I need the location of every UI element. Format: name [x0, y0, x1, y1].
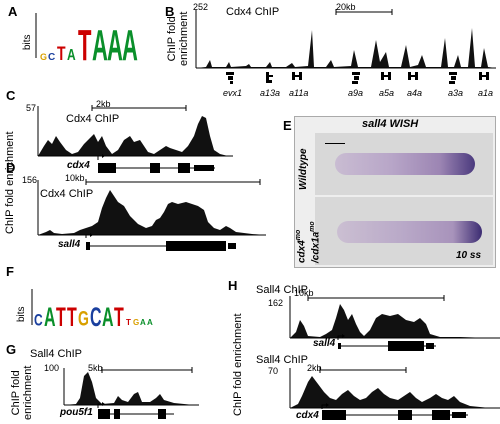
panel-c-gene-model: [97, 154, 215, 173]
svg-text:A: A: [44, 301, 56, 331]
panel-h-scale1-label: 10kb: [294, 288, 314, 298]
svg-text:T: T: [57, 43, 66, 65]
panel-b-ylabel-line2: enrichment: [178, 11, 190, 66]
panel-c-scale-label: 2kb: [96, 99, 111, 109]
svg-text:C: C: [34, 312, 43, 330]
svg-text:G: G: [78, 307, 89, 331]
panel-e-row1-label: Wildtype: [298, 148, 309, 190]
svg-text:G: G: [40, 52, 47, 62]
gene-label-a11a: a11a: [289, 88, 309, 98]
panel-h-ylabel: ChIP fold enrichment: [232, 313, 244, 416]
panel-e-stage: 10 ss: [456, 250, 482, 261]
panel-g-chip-label: Sall4 ChIP: [30, 348, 82, 360]
panel-c-chip-label: Cdx4 ChIP: [66, 113, 120, 125]
svg-text:T: T: [56, 301, 66, 331]
panel-h-label: H: [228, 278, 238, 293]
panel-d-chip-label: Cdx4 ChIP: [40, 188, 94, 200]
panel-e-row2-label: cdx4mo /cdx1amo: [293, 221, 322, 263]
row2-sup2: mo: [309, 221, 317, 232]
motif-logo-a: G C T A T A A A: [35, 13, 138, 70]
row2-sup1: mo: [295, 229, 302, 241]
panel-f-ylabel: bits: [16, 306, 27, 322]
panel-f-label: F: [6, 264, 14, 279]
panel-b-scale-label: 20kb: [336, 2, 356, 12]
panel-g-label: G: [6, 342, 17, 357]
panel-h-gene1-model: [337, 334, 436, 351]
panel-g-signal: [64, 372, 194, 405]
panel-e-title: sall4 WISH: [362, 118, 419, 130]
panel-h-ymax2: 70: [268, 366, 279, 376]
panel-g-ymax: 100: [44, 363, 60, 373]
gene-label-a5a: a5a: [379, 88, 395, 98]
panel-g-ylabel-line2: enrichment: [22, 365, 34, 420]
panel-c-gene-label: cdx4: [67, 160, 90, 171]
panel-d-ymax: 156: [22, 175, 38, 185]
svg-text:G: G: [133, 318, 139, 327]
svg-text:A: A: [107, 22, 123, 70]
svg-text:A: A: [147, 318, 153, 327]
gene-label-a9a: a9a: [348, 88, 364, 98]
panel-d-gene-label: sall4: [58, 239, 81, 250]
svg-text:T: T: [114, 301, 124, 331]
panel-h-signal2: [290, 376, 490, 408]
scale-bar: [325, 143, 345, 144]
panel-d-signal: [38, 190, 266, 235]
panel-c-signal: [38, 116, 228, 156]
panel-d-track: [37, 179, 266, 236]
wish-image-wildtype: [315, 133, 493, 195]
wish-image-morphant: [315, 197, 493, 265]
svg-text:C: C: [48, 52, 55, 63]
panel-d-scale-label: 10kb: [65, 173, 85, 183]
panel-d-label: D: [6, 160, 16, 175]
panel-g-ylabel: ChIP fold enrichment: [10, 366, 34, 420]
panel-b-signal: [196, 28, 496, 68]
panel-b-track: [195, 9, 496, 84]
svg-text:A: A: [92, 22, 108, 70]
panel-b-ylabel: ChIP fold enrichment: [166, 12, 190, 66]
panel-e-label: E: [283, 118, 292, 133]
gene-label-a3a: a3a: [448, 88, 464, 98]
panel-h-scale2-label: 2kb: [307, 363, 322, 373]
svg-text:C: C: [90, 301, 102, 331]
panel-a-label: A: [8, 4, 18, 19]
motif-logo-f: C A T T G C A T T G A A: [31, 289, 153, 332]
panel-g-ylabel-line1: ChIP fold: [10, 370, 22, 416]
panel-c-track: [37, 105, 233, 157]
panel-c-label: C: [6, 88, 16, 103]
gene-label-a4a: a4a: [407, 88, 423, 98]
panel-cd-ylabel: ChIP fold enrichment: [4, 131, 16, 234]
svg-text:A: A: [67, 45, 76, 63]
row2-gene2: /cdx1a: [310, 231, 322, 263]
panel-h-gene2-label: cdx4: [296, 410, 319, 421]
panel-h-gene1-label: sall4: [313, 338, 336, 349]
panel-h-chip2-label: Sall4 ChIP: [256, 354, 308, 366]
panel-c-ymax: 57: [26, 103, 37, 113]
panel-g-track: [63, 367, 199, 406]
panel-h-signal1: [290, 304, 490, 338]
panel-h-ymax1: 162: [268, 298, 284, 308]
panel-a-ylabel: bits: [22, 34, 33, 50]
gene-label-a13a: a13a: [260, 88, 281, 98]
panel-b-ymax: 252: [193, 2, 209, 12]
panel-g-gene-label: pou5f1: [60, 407, 93, 418]
svg-text:A: A: [102, 301, 114, 331]
panel-h-track2: [289, 367, 500, 409]
svg-text:A: A: [122, 22, 138, 70]
panel-g-scale-label: 5kb: [88, 363, 103, 373]
svg-text:T: T: [78, 22, 91, 70]
panel-g-gene-model: [97, 402, 174, 419]
panel-b-ylabel-line1: ChIP fold: [166, 16, 178, 62]
panel-d-gene-model: [85, 233, 236, 251]
panel-b-chip-label: Cdx4 ChIP: [226, 6, 280, 18]
svg-text:T: T: [126, 318, 131, 327]
gene-label-a1a: a1a: [478, 88, 494, 98]
panel-h-chip1-label: Sall4 ChIP: [256, 284, 308, 296]
row2-gene1: cdx4: [296, 240, 308, 263]
svg-text:A: A: [140, 318, 146, 327]
panel-h-gene2-model: [321, 403, 468, 420]
panel-h-track1: [289, 295, 500, 339]
panel-b-label: B: [165, 4, 175, 19]
svg-text:T: T: [67, 301, 77, 331]
gene-label-evx1: evx1: [223, 88, 243, 98]
